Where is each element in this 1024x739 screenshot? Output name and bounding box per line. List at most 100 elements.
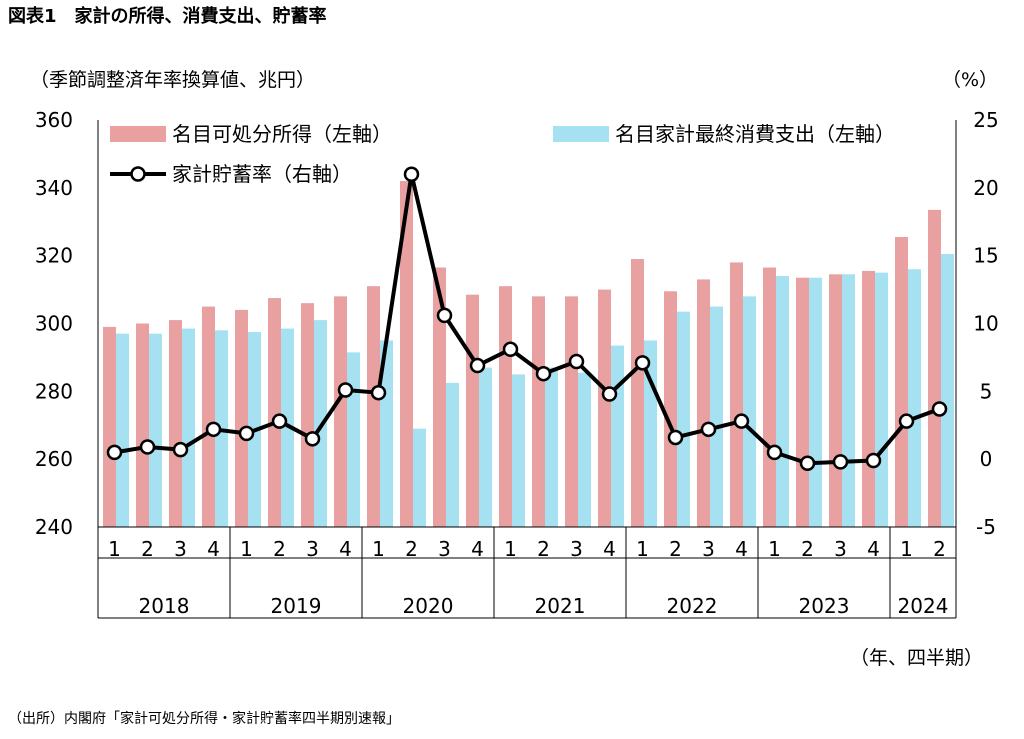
quarter-label: 4: [867, 537, 880, 561]
income-bar: [400, 181, 413, 528]
quarter-label: 3: [438, 537, 451, 561]
right-tick-label: 10: [973, 312, 998, 336]
income-bar: [862, 270, 875, 527]
year-label: 2020: [403, 594, 454, 618]
legend-saving-marker: [130, 166, 146, 182]
saving-rate-point: [436, 307, 453, 324]
saving-rate-point: [337, 382, 354, 398]
quarter-label: 3: [570, 537, 583, 561]
left-tick-label: 340: [35, 176, 73, 200]
saving-rate-point: [172, 441, 189, 458]
year-label: 2023: [799, 594, 850, 618]
quarter-label: 1: [900, 537, 913, 561]
quarter-label: 2: [273, 537, 286, 561]
consumption-bar: [809, 277, 822, 527]
right-tick-label: 20: [973, 176, 998, 200]
year-label: 2018: [139, 594, 190, 618]
income-bar: [697, 279, 710, 527]
right-tick-label: 0: [980, 447, 993, 471]
saving-rate-point: [370, 384, 387, 401]
income-bar: [763, 267, 776, 527]
quarter-label: 3: [834, 537, 847, 561]
consumption-bar: [776, 276, 789, 527]
quarter-label: 1: [372, 537, 385, 561]
saving-rate-point: [304, 431, 321, 447]
quarter-label: 2: [801, 537, 814, 561]
income-bar: [235, 309, 248, 527]
chart-title: 図表1 家計の所得、消費支出、貯蓄率: [8, 6, 327, 27]
right-axis-unit: （%）: [942, 69, 999, 91]
legend-consumption-swatch: [553, 126, 609, 142]
income-bar: [664, 291, 677, 527]
income-bar: [433, 267, 446, 527]
saving-rate-point: [106, 444, 123, 461]
consumption-bar: [413, 428, 426, 527]
saving-rate-point: [667, 429, 684, 446]
quarter-label: 1: [636, 537, 649, 561]
right-tick-label: 15: [973, 244, 998, 268]
saving-rate-point: [205, 421, 222, 438]
source-note: （出所）内閣府「家計可処分所得・家計貯蓄率四半期別速報」: [8, 711, 400, 727]
consumption-bar: [842, 274, 855, 527]
right-tick-label: 5: [980, 379, 993, 403]
saving-rate-point: [733, 413, 750, 429]
income-bar: [829, 274, 842, 527]
left-tick-label: 280: [35, 379, 73, 403]
income-bar: [367, 286, 380, 527]
saving-rate-point: [403, 166, 420, 183]
quarter-label: 2: [933, 537, 946, 561]
left-tick-label: 260: [35, 447, 73, 471]
consumption-bar: [545, 367, 558, 527]
income-bar: [466, 294, 479, 527]
income-bar: [499, 286, 512, 527]
consumption-bar: [479, 367, 492, 527]
year-label: 2019: [271, 594, 322, 618]
consumption-bar: [512, 374, 525, 527]
saving-rate-point: [898, 413, 915, 429]
legend-income-swatch: [110, 126, 166, 142]
saving-rate-point: [766, 444, 783, 461]
legend-saving-label: 家計貯蓄率（右軸）: [172, 162, 352, 186]
saving-rate-point: [469, 357, 486, 374]
saving-rate-point: [568, 353, 585, 370]
income-bar: [895, 237, 908, 527]
left-tick-label: 360: [35, 108, 73, 132]
income-bar: [169, 320, 182, 527]
consumption-bar: [941, 253, 954, 528]
quarter-label: 4: [207, 537, 220, 561]
year-label: 2022: [667, 594, 718, 618]
quarter-label: 3: [702, 537, 715, 561]
income-bar: [631, 259, 644, 527]
consumption-bar: [347, 352, 360, 527]
year-label: 2024: [898, 594, 949, 618]
income-bar: [565, 296, 578, 527]
quarter-label: 3: [306, 537, 319, 561]
consumption-bar: [710, 306, 723, 527]
saving-rate-point: [535, 365, 552, 382]
saving-rate-point: [832, 454, 849, 470]
income-bar: [532, 296, 545, 527]
consumption-bar: [578, 372, 591, 527]
legend-consumption-label: 名目家計最終消費支出（左軸）: [615, 122, 895, 146]
quarter-label: 1: [240, 537, 253, 561]
income-bar: [730, 262, 743, 527]
right-tick-label: -5: [976, 515, 996, 539]
income-bar: [136, 323, 149, 527]
quarter-label: 2: [669, 537, 682, 561]
quarter-label: 1: [504, 537, 517, 561]
income-bar: [103, 326, 116, 527]
quarter-label: 1: [768, 537, 781, 561]
consumption-bar: [677, 311, 690, 527]
income-bar: [301, 303, 314, 527]
quarter-label: 2: [141, 537, 154, 561]
income-bar: [598, 289, 611, 527]
quarter-label: 3: [174, 537, 187, 561]
income-bar: [928, 209, 941, 528]
right-tick-label: 25: [973, 108, 998, 132]
quarter-label: 4: [735, 537, 748, 561]
quarter-label: 2: [537, 537, 550, 561]
saving-rate-point: [931, 401, 948, 417]
saving-rate-point: [700, 421, 717, 438]
consumption-bar: [908, 269, 921, 527]
